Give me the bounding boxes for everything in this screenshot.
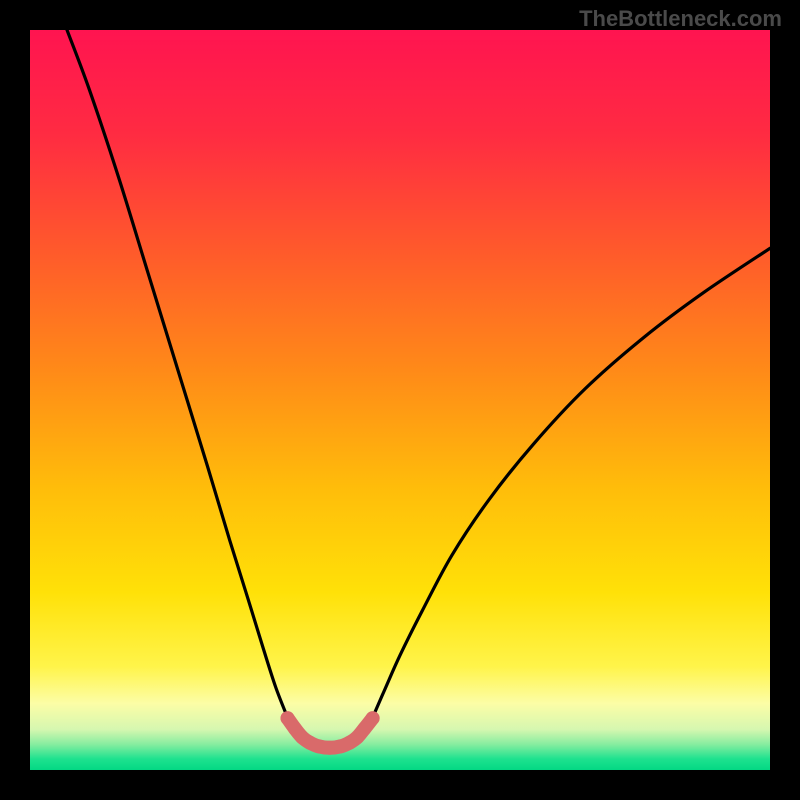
outer-frame (30, 30, 770, 770)
chart-stage: TheBottleneck.com (0, 0, 800, 800)
curve-svg (30, 30, 770, 770)
plot-area (30, 30, 770, 770)
watermark-text: TheBottleneck.com (579, 6, 782, 32)
flat-segment-marker (366, 711, 380, 725)
curve-left-branch (67, 30, 288, 717)
curve-right-branch (373, 248, 770, 717)
